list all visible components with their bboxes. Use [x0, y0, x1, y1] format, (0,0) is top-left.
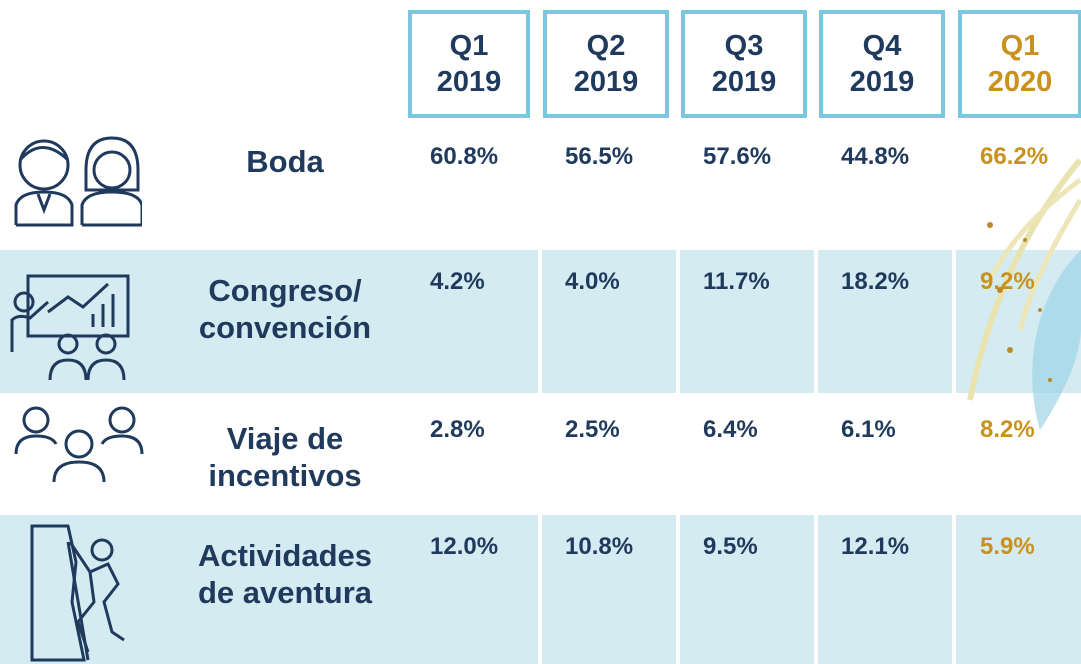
cell-value: 12.1%: [841, 533, 909, 561]
cell-value: 6.1%: [841, 416, 896, 444]
slide: Q12019Q22019Q32019Q42019Q12020Boda60.8%5…: [0, 0, 1081, 664]
label-line: de aventura: [170, 574, 400, 611]
couple-icon: [12, 130, 142, 230]
cell-value: 12.0%: [430, 533, 498, 561]
label-line: Congreso/: [170, 272, 400, 309]
separator: [814, 250, 818, 393]
header-year: 2019: [850, 64, 915, 100]
cell-value: 4.0%: [565, 268, 620, 296]
group-icon: [14, 404, 144, 484]
label-line: Boda: [170, 143, 400, 180]
label-line: incentivos: [170, 457, 400, 494]
cell-value: 57.6%: [703, 143, 771, 171]
climber-icon: [28, 522, 138, 662]
separator: [676, 250, 680, 393]
label-line: Viaje de: [170, 420, 400, 457]
cell-value: 56.5%: [565, 143, 633, 171]
separator: [952, 515, 956, 664]
cell-value: 60.8%: [430, 143, 498, 171]
row-label: Boda: [170, 143, 400, 180]
header-quarter: Q1: [450, 28, 489, 64]
cell-value: 11.7%: [703, 268, 770, 296]
header-quarter: Q4: [863, 28, 902, 64]
header-year: 2019: [712, 64, 777, 100]
cell-value: 10.8%: [565, 533, 633, 561]
cell-value: 66.2%: [980, 143, 1048, 171]
cell-value: 4.2%: [430, 268, 485, 296]
cell-value: 6.4%: [703, 416, 758, 444]
label-line: convención: [170, 309, 400, 346]
row-label: Congreso/convención: [170, 272, 400, 346]
presentation-icon: [8, 272, 132, 382]
cell-value: 2.5%: [565, 416, 620, 444]
cell-value: 18.2%: [841, 268, 909, 296]
label-line: Actividades: [170, 537, 400, 574]
cell-value: 9.5%: [703, 533, 758, 561]
separator: [676, 515, 680, 664]
header-year: 2020: [988, 64, 1053, 100]
separator: [538, 250, 542, 393]
cell-value: 8.2%: [980, 416, 1035, 444]
header-year: 2019: [437, 64, 502, 100]
header-quarter: Q2: [587, 28, 626, 64]
header-year: 2019: [574, 64, 639, 100]
cell-value: 5.9%: [980, 533, 1035, 561]
cell-value: 2.8%: [430, 416, 485, 444]
cell-value: 9.2%: [980, 268, 1035, 296]
header-quarter: Q1: [1001, 28, 1040, 64]
separator: [814, 515, 818, 664]
header-quarter: Q3: [725, 28, 764, 64]
separator: [538, 515, 542, 664]
cell-value: 44.8%: [841, 143, 909, 171]
